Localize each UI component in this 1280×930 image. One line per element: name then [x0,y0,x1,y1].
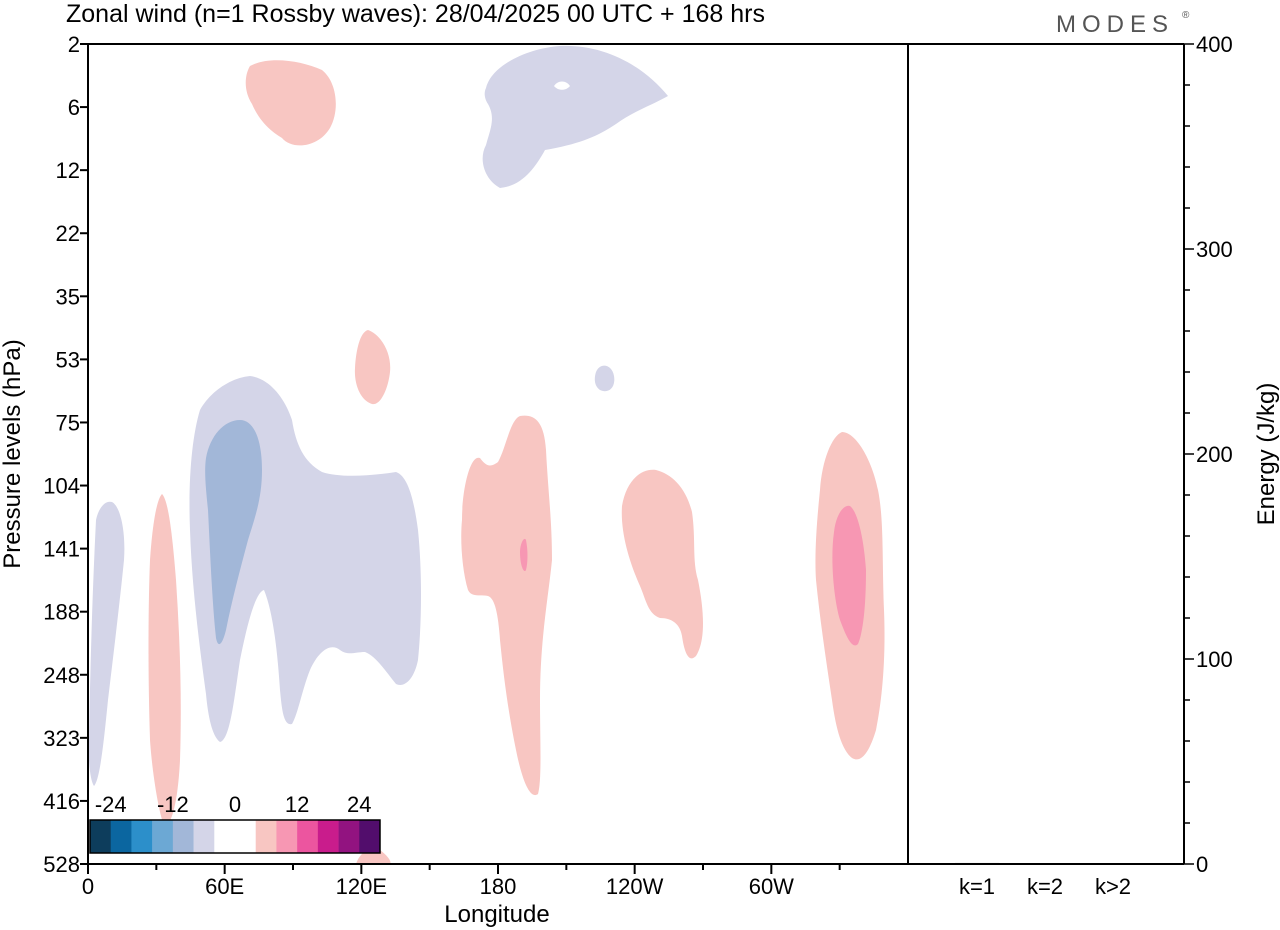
contour-negative-left [88,501,125,786]
contour-positive-left [148,494,181,826]
contour-hole [554,81,570,90]
contour-negative-spot [594,365,615,392]
y-tick-label: 75 [56,410,80,435]
energy-bars: k=1 k=2 k>2 [955,862,1135,899]
energy-bar [1091,863,1135,865]
contour-fills [88,45,885,864]
modes-logo: MODES ® [1056,10,1190,38]
contour-negative-core [205,420,262,645]
energy-bar [1023,863,1067,865]
colorbar-swatch [90,820,112,853]
colorbar-swatch [359,820,381,853]
colorbar-swatch [297,820,319,853]
colorbar-label: 12 [285,792,309,817]
x-tick-label: 120E [336,874,387,899]
energy-category-label: k=1 [959,874,995,899]
energy-tick-label: 0 [1196,852,1208,877]
contour-positive-upper [245,60,336,146]
colorbar-swatch [193,820,215,853]
registered-mark: ® [1182,10,1190,21]
x-tick-label: 120W [606,874,664,899]
chart-title: Zonal wind (n=1 Rossby waves): 28/04/202… [66,0,765,28]
contour-positive-180 [461,415,552,796]
colorbar-swatch [214,820,236,853]
x-tick-label: 60E [205,874,244,899]
colorbar-frame [89,819,381,854]
colorbar-legend: -24 -12 0 12 24 [89,792,381,854]
energy-tick-label: 200 [1196,442,1233,467]
y-tick-label: 53 [56,347,80,372]
colorbar-label: -12 [157,792,189,817]
y-tick-label: 22 [56,221,80,246]
energy-bar [955,862,999,864]
y-tick-label: 323 [43,726,80,751]
contour-panel: 2 6 12 22 35 53 75 104 141 188 248 323 416 528 0 60E 12… [0,32,909,928]
x-axis-ticks: 0 60E 120E 180 120W 60W [82,864,841,899]
energy-tick-label: 100 [1196,647,1233,672]
x-tick-label: 180 [480,874,517,899]
y-tick-label: 35 [56,284,80,309]
energy-y-ticks: 0 100 200 300 400 [1184,32,1233,877]
energy-category-label: k=2 [1027,874,1063,899]
x-tick-label: 0 [82,874,94,899]
colorbar-swatch [235,820,257,853]
y-tick-label: 416 [43,789,80,814]
colorbar-swatch [110,820,132,853]
y-tick-label: 2 [68,32,80,57]
y-tick-label: 188 [43,600,80,625]
colorbar-swatch [131,820,153,853]
colorbar-swatch [276,820,298,853]
y-tick-label: 141 [43,537,80,562]
x-axis-label: Longitude [444,901,549,928]
colorbar-label: 24 [347,792,371,817]
colorbar-label: -24 [95,792,127,817]
brand-text: MODES [1056,11,1174,38]
colorbar-label: 0 [229,792,241,817]
colorbar-swatch [338,820,360,853]
y-axis-label: Pressure levels (hPa) [0,339,26,568]
energy-panel: 0 100 200 300 400 k=1 k=2 k>2 Energy (J/kg) [908,32,1280,899]
colorbar-swatch [255,820,277,853]
contour-positive-120w [621,469,703,659]
colorbar-swatch [172,820,194,853]
y-axis-ticks: 2 6 12 22 35 53 75 104 141 188 248 323 416 528 [43,32,88,877]
y-tick-label: 104 [43,474,80,499]
contour-positive-mid [354,330,391,405]
energy-tick-label: 400 [1196,32,1233,57]
colorbar-swatch [152,820,174,853]
y-tick-label: 248 [43,663,80,688]
contour-positive-180-core [520,538,528,572]
energy-axis-label: Energy (J/kg) [1253,383,1280,526]
contour-positive-east-core [832,505,866,646]
y-tick-label: 6 [68,95,80,120]
y-tick-label: 528 [43,852,80,877]
colorbar-swatch [317,820,339,853]
y-tick-label: 12 [56,158,80,183]
contour-negative-upper [482,45,668,189]
energy-category-label: k>2 [1095,874,1131,899]
x-tick-label: 60W [749,874,794,899]
energy-tick-label: 300 [1196,237,1233,262]
